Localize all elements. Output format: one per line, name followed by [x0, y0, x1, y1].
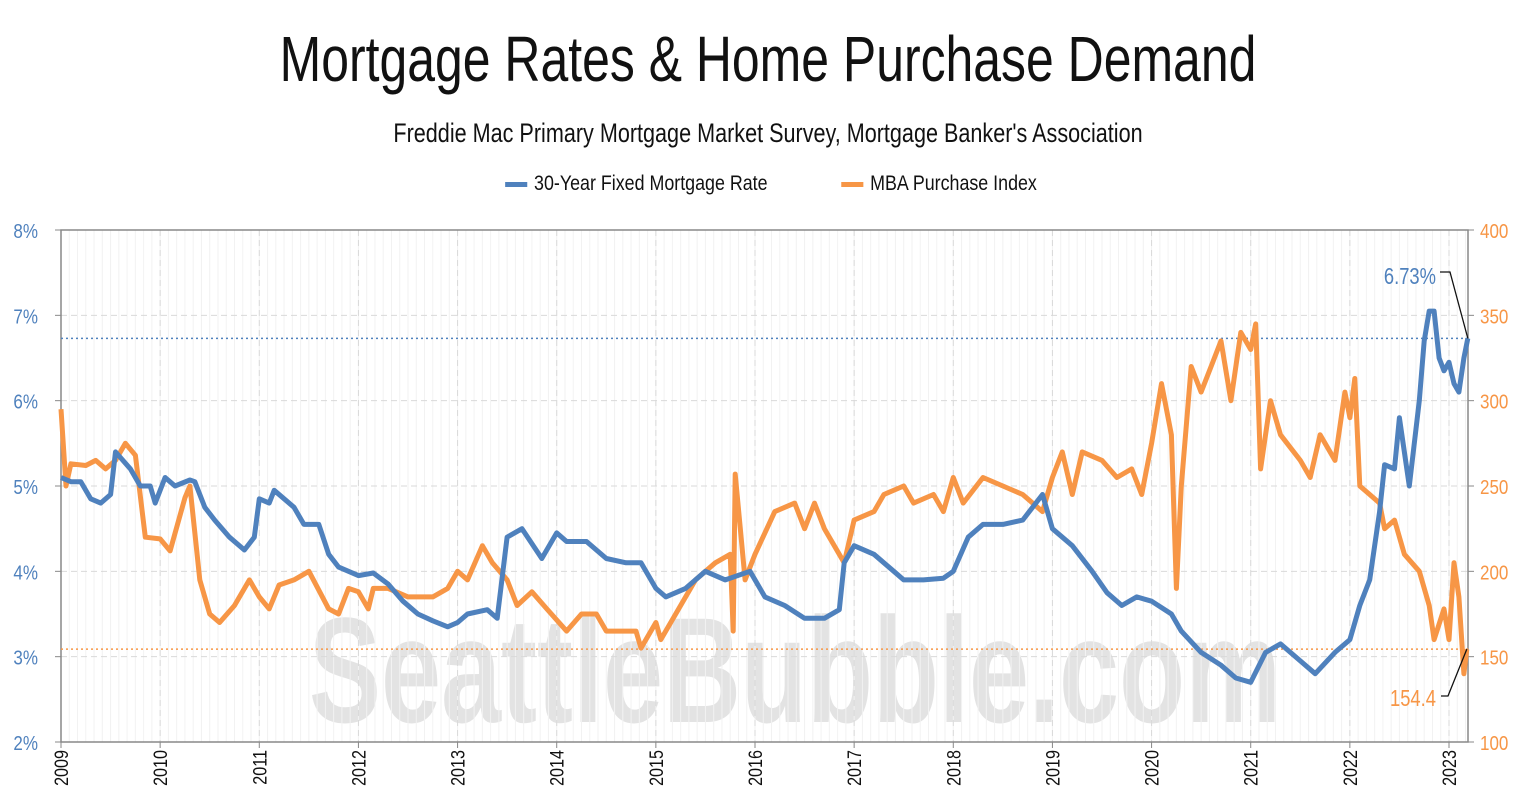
x-tick-label: 2023 — [1439, 750, 1461, 786]
end-label-purchase-index: 154.4 — [1390, 686, 1436, 711]
x-tick-label: 2022 — [1340, 750, 1362, 786]
right-tick-label: 200 — [1480, 561, 1508, 584]
x-tick-label: 2010 — [150, 750, 172, 786]
legend-label-purchase-index: MBA Purchase Index — [870, 172, 1038, 195]
x-tick-label: 2012 — [348, 750, 370, 786]
x-tick-label: 2013 — [447, 750, 469, 786]
right-tick-label: 300 — [1480, 390, 1508, 413]
x-tick-label: 2020 — [1141, 750, 1163, 786]
series-line-purchase-index — [58, 321, 1470, 677]
x-tick-label: 2015 — [646, 750, 668, 786]
x-tick-label: 2021 — [1240, 750, 1262, 786]
left-tick-label: 7% — [13, 305, 38, 328]
left-tick-label: 2% — [13, 732, 38, 755]
legend-swatch-mortgage-rate — [504, 181, 527, 187]
legend-label-mortgage-rate: 30-Year Fixed Mortgage Rate — [533, 172, 768, 195]
x-tick-label: 2014 — [546, 750, 568, 786]
x-tick-label: 2017 — [844, 750, 866, 786]
series-line-mortgage-rate — [60, 308, 1471, 685]
callout-line-mortgage-rate — [1440, 271, 1469, 339]
right-tick-label: 100 — [1480, 732, 1508, 755]
chart-title: Mortgage Rates & Home Purchase Demand — [279, 23, 1257, 95]
left-tick-label: 3% — [13, 646, 38, 669]
right-tick-label: 400 — [1480, 220, 1508, 243]
legend: 30-Year Fixed Mortgage Rate MBA Purchase… — [0, 172, 1536, 196]
end-label-mortgage-rate: 6.73% — [1384, 264, 1436, 289]
left-tick-label: 5% — [13, 476, 38, 499]
chart-subtitle: Freddie Mac Primary Mortgage Market Surv… — [393, 118, 1143, 148]
x-tick-label: 2016 — [745, 750, 767, 786]
x-tick-label: 2011 — [249, 750, 271, 785]
left-tick-label: 6% — [13, 390, 38, 413]
left-tick-label: 8% — [13, 220, 38, 243]
left-tick-label: 4% — [13, 561, 38, 584]
x-tick-label: 2018 — [943, 750, 965, 786]
legend-item-mortgage-rate: 30-Year Fixed Mortgage Rate — [504, 172, 768, 196]
right-tick-label: 150 — [1480, 646, 1508, 669]
right-tick-label: 350 — [1480, 305, 1508, 328]
x-tick-label: 2009 — [51, 750, 73, 786]
legend-item-purchase-index: MBA Purchase Index — [841, 172, 1038, 196]
callout-line-purchase-index — [1441, 648, 1468, 697]
x-tick-label: 2019 — [1042, 750, 1064, 786]
right-tick-label: 250 — [1480, 476, 1508, 499]
legend-swatch-purchase-index — [841, 181, 864, 187]
plot-frame — [60, 229, 1469, 743]
